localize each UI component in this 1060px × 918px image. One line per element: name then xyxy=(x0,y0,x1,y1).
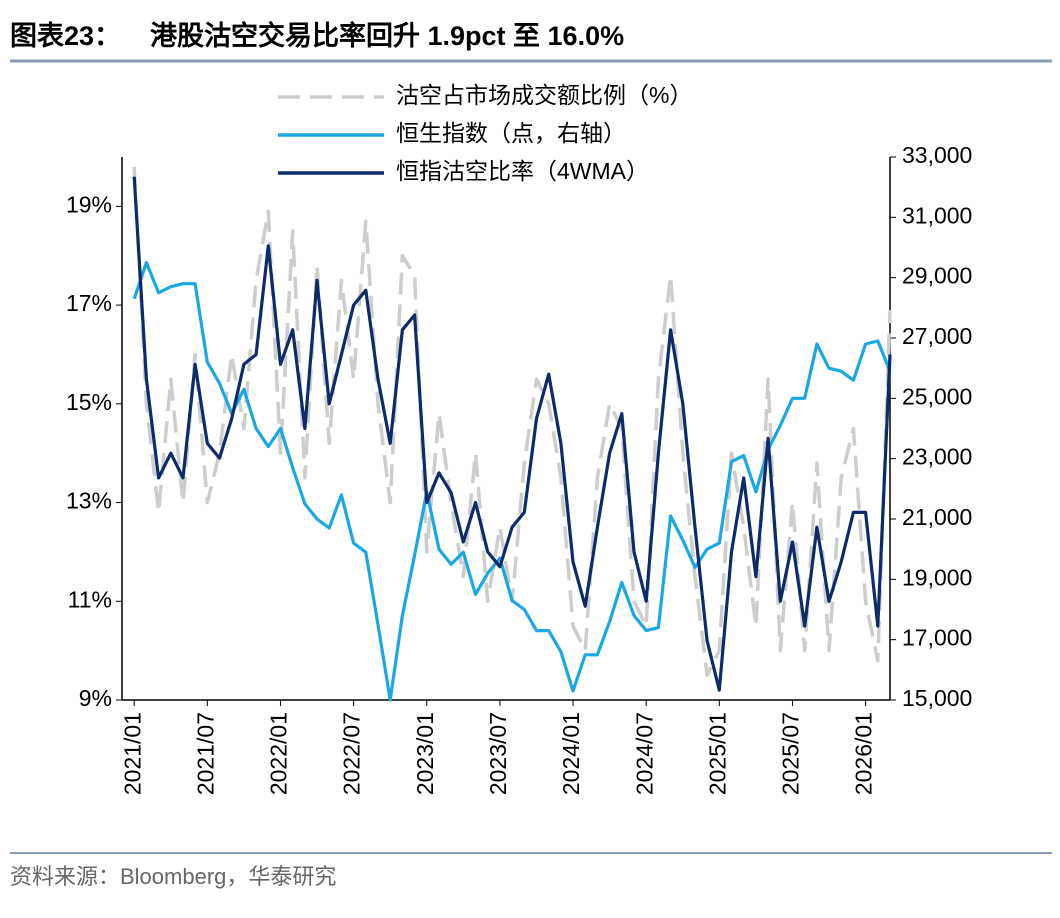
chart-title: 港股沽空交易比率回升 1.9pct 至 16.0% xyxy=(150,20,624,51)
y2-tick-label: 15,000 xyxy=(902,685,972,711)
x-tick-label: 2025/07 xyxy=(778,712,804,795)
x-tick-label: 2022/07 xyxy=(339,712,365,795)
legend-label: 恒生指数（点，右轴） xyxy=(396,120,626,146)
x-tick-label: 2025/01 xyxy=(704,712,730,795)
y-tick-label: 11% xyxy=(68,586,112,612)
y-tick-label: 15% xyxy=(66,389,112,415)
y2-tick-label: 23,000 xyxy=(902,444,972,470)
x-tick-label: 2021/07 xyxy=(192,712,218,795)
x-tick-label: 2024/07 xyxy=(631,712,657,795)
x-tick-label: 2023/07 xyxy=(485,712,511,795)
x-tick-label: 2024/01 xyxy=(558,712,584,795)
figure-label: 图表23： xyxy=(10,21,121,51)
y-tick-label: 13% xyxy=(66,488,112,514)
x-tick-label: 2023/01 xyxy=(412,712,438,795)
y2-tick-label: 25,000 xyxy=(902,383,972,409)
y-tick-label: 17% xyxy=(66,290,112,316)
x-tick-label: 2026/01 xyxy=(851,712,877,795)
y2-tick-label: 27,000 xyxy=(902,323,972,349)
y2-tick-label: 21,000 xyxy=(902,504,972,530)
y2-tick-label: 33,000 xyxy=(902,142,972,168)
y-tick-label: 9% xyxy=(79,685,112,711)
y-tick-label: 19% xyxy=(66,191,112,217)
y2-tick-label: 17,000 xyxy=(902,625,972,651)
legend-label: 恒指沽空比率（4WMA） xyxy=(396,158,649,184)
series-line xyxy=(132,176,892,692)
y2-tick-label: 29,000 xyxy=(902,263,972,289)
legend-label: 沽空占市场成交额比例（%） xyxy=(396,82,692,108)
x-tick-label: 2022/01 xyxy=(266,712,292,795)
x-tick-label: 2021/01 xyxy=(119,712,145,795)
y2-tick-label: 31,000 xyxy=(902,202,972,228)
y2-tick-label: 19,000 xyxy=(902,564,972,590)
source: 资料来源：Bloomberg，华泰研究 xyxy=(10,864,336,889)
series-line xyxy=(132,261,892,702)
